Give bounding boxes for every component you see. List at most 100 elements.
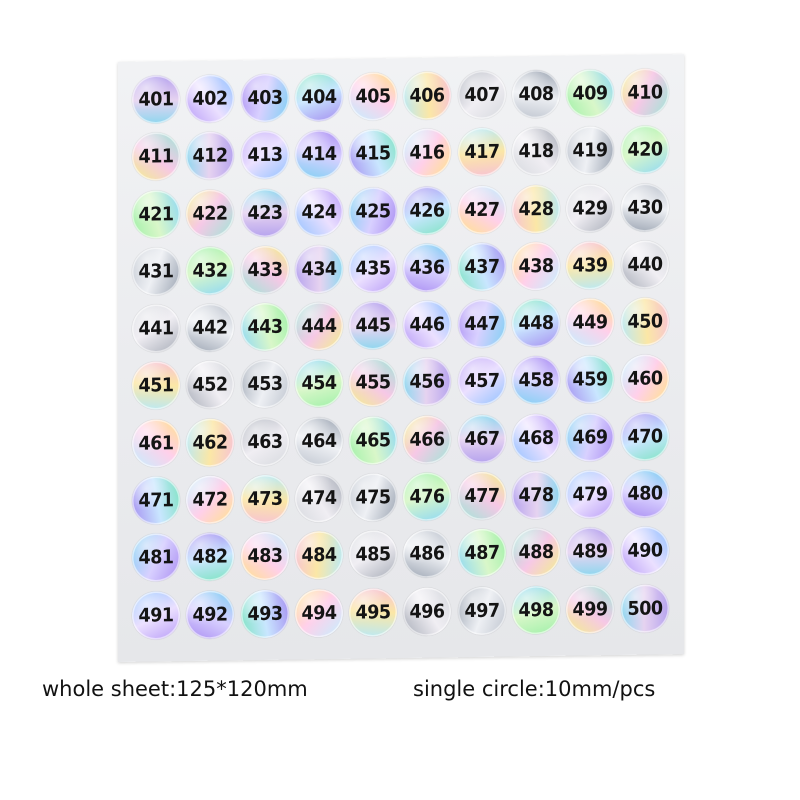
sticker-number: 446	[409, 313, 446, 337]
number-sticker: 427	[457, 185, 506, 234]
number-sticker: 468	[512, 413, 561, 463]
number-sticker: 428	[512, 184, 561, 234]
number-sticker: 425	[349, 186, 398, 236]
number-sticker: 445	[349, 301, 398, 350]
number-sticker: 494	[294, 588, 343, 638]
number-sticker: 498	[512, 585, 561, 635]
number-sticker: 408	[512, 69, 561, 119]
number-sticker: 483	[240, 531, 289, 581]
sticker-number: 456	[409, 370, 446, 394]
sticker-number: 413	[247, 144, 283, 167]
number-sticker: 439	[566, 240, 615, 290]
number-sticker: 497	[457, 586, 506, 635]
number-sticker: 482	[186, 532, 235, 582]
number-sticker: 469	[566, 412, 615, 462]
number-sticker: 446	[403, 300, 452, 350]
sticker-number: 437	[464, 255, 500, 279]
sticker-number: 495	[355, 600, 391, 624]
number-sticker: 401	[132, 75, 180, 124]
sticker-number: 461	[138, 432, 174, 455]
sticker-number: 457	[464, 370, 500, 393]
sticker-number: 497	[464, 599, 500, 622]
sticker-number: 414	[301, 143, 337, 166]
sticker-number: 410	[627, 81, 663, 104]
sticker-number: 448	[518, 312, 554, 335]
number-sticker: 426	[403, 185, 452, 235]
number-sticker: 463	[240, 417, 289, 467]
number-sticker: 492	[186, 590, 235, 639]
sticker-number: 428	[518, 197, 554, 221]
sticker-number: 434	[301, 257, 337, 281]
number-sticker: 460	[620, 354, 669, 404]
sticker-sheet: 401 402 403 404 405 406 407 408 409 410 411 412 413 4…	[118, 54, 684, 663]
sticker-number: 403	[247, 86, 283, 110]
sticker-number: 474	[301, 487, 337, 510]
number-sticker: 443	[240, 302, 289, 352]
sticker-number: 430	[627, 195, 663, 219]
number-sticker: 409	[566, 69, 615, 118]
number-sticker: 417	[457, 127, 506, 177]
number-sticker: 438	[512, 241, 561, 291]
number-sticker: 489	[566, 527, 615, 577]
sticker-number: 491	[138, 603, 174, 627]
sticker-number: 464	[301, 429, 337, 453]
sticker-number: 402	[192, 87, 228, 110]
number-sticker: 403	[240, 73, 289, 123]
number-sticker: 453	[240, 360, 289, 409]
sticker-number: 429	[572, 196, 608, 220]
number-sticker: 472	[186, 475, 235, 525]
number-sticker: 402	[186, 74, 235, 124]
sticker-number: 418	[518, 140, 554, 163]
number-sticker: 485	[349, 530, 398, 580]
sticker-number: 409	[572, 82, 608, 105]
sticker-number: 460	[627, 367, 663, 391]
number-sticker: 430	[620, 182, 669, 232]
sticker-number: 452	[192, 373, 228, 397]
number-sticker: 405	[349, 72, 398, 121]
sticker-number: 408	[518, 82, 554, 106]
sticker-number: 453	[247, 373, 283, 396]
number-sticker: 420	[620, 125, 669, 175]
sticker-number: 416	[409, 141, 446, 165]
sticker-number: 401	[138, 88, 174, 111]
sticker-number: 426	[409, 199, 446, 222]
number-sticker: 437	[457, 242, 506, 292]
number-sticker: 411	[132, 132, 180, 182]
sticker-number: 475	[355, 486, 391, 509]
sticker-number: 427	[464, 198, 500, 221]
sticker-number: 496	[409, 600, 446, 623]
number-sticker: 436	[403, 243, 452, 292]
sticker-number: 447	[464, 312, 500, 336]
sticker-number: 411	[138, 145, 174, 169]
number-sticker: 487	[457, 528, 506, 578]
number-sticker: 484	[294, 531, 343, 580]
number-sticker: 480	[620, 469, 669, 519]
number-sticker: 465	[349, 415, 398, 465]
number-sticker: 476	[403, 472, 452, 522]
sticker-number: 449	[572, 311, 608, 334]
number-sticker: 452	[186, 360, 235, 410]
number-sticker: 496	[403, 587, 452, 636]
number-sticker: 470	[620, 412, 669, 461]
number-sticker: 410	[620, 68, 669, 117]
sticker-number: 415	[355, 142, 391, 165]
number-sticker: 450	[620, 297, 669, 347]
number-sticker: 416	[403, 128, 452, 178]
number-sticker: 429	[566, 183, 615, 233]
number-sticker: 488	[512, 528, 561, 577]
number-sticker: 423	[240, 188, 289, 237]
number-sticker: 471	[132, 476, 180, 525]
number-sticker: 473	[240, 474, 289, 524]
sticker-number: 417	[464, 140, 500, 164]
whole-sheet-size-caption: whole sheet:125*120mm	[42, 677, 308, 701]
number-sticker: 493	[240, 589, 289, 638]
sticker-number: 490	[627, 539, 663, 563]
number-sticker: 474	[294, 473, 343, 523]
number-sticker: 407	[457, 70, 506, 120]
sticker-number: 481	[138, 546, 174, 570]
number-sticker: 495	[349, 587, 398, 637]
sticker-number: 473	[247, 487, 283, 511]
number-sticker: 432	[186, 246, 235, 295]
sticker-number: 477	[464, 484, 500, 508]
sticker-number: 412	[192, 144, 228, 168]
